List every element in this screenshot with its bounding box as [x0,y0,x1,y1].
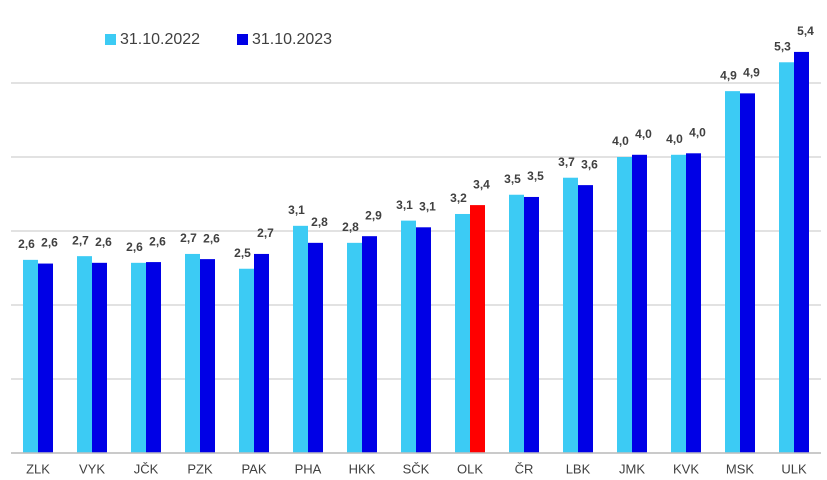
value-label: 3,2 [450,191,467,205]
legend-swatch [105,34,116,45]
x-tick-label: SČK [403,461,430,476]
value-label: 4,0 [635,127,652,141]
bar [578,185,593,453]
x-tick-label: HKK [349,461,376,476]
bar [146,262,161,453]
value-label: 2,6 [95,235,112,249]
bar [254,253,269,453]
x-tick-label: JMK [619,461,645,476]
value-label: 3,7 [558,155,575,169]
bar [23,259,38,453]
value-label: 4,9 [743,66,760,80]
bar [794,51,809,454]
value-label: 4,0 [612,134,629,148]
bar [455,213,470,453]
value-label: 2,7 [180,231,197,245]
value-label: 4,9 [720,68,737,82]
bar [779,62,794,453]
value-label: 3,4 [473,177,490,191]
value-label: 2,6 [149,234,166,248]
bar [38,263,53,453]
x-tick-label: PHA [295,461,322,476]
value-label: 2,5 [234,246,251,260]
x-tick-label: VYK [79,461,105,476]
bar [563,177,578,453]
value-label: 3,1 [419,199,436,213]
value-label: 2,6 [41,236,58,250]
x-tick-label: ULK [781,461,807,476]
value-label: 4,0 [689,125,706,139]
bar [632,154,647,453]
x-tick-label: PAK [241,461,266,476]
bar [185,253,200,453]
x-tick-label: OLK [457,461,483,476]
bar [617,157,632,453]
bar [293,225,308,453]
value-label: 2,7 [72,233,89,247]
bar [509,194,524,454]
value-label: 5,3 [774,39,791,53]
bar [131,262,146,453]
bar [740,93,755,454]
x-tick-label: KVK [673,461,699,476]
bar [470,205,485,453]
bar [524,196,539,453]
bar [92,262,107,453]
value-label: 2,8 [311,215,328,229]
bar [671,154,686,453]
value-label: 2,9 [365,208,382,222]
bar [362,236,377,453]
value-label: 3,5 [527,169,544,183]
x-tick-label: ZLK [26,461,50,476]
bar [200,259,215,453]
x-tick-label: ČR [515,461,534,476]
bar [239,268,254,453]
value-label: 2,6 [18,237,35,251]
bar [308,242,323,453]
value-label: 3,1 [288,203,305,217]
value-label: 5,4 [797,24,814,38]
bar [347,242,362,453]
value-label: 3,6 [581,157,598,171]
x-tick-label: MSK [726,461,755,476]
bar [686,153,701,454]
legend-label: 31.10.2023 [252,31,332,48]
value-label: 3,1 [396,198,413,212]
bar [416,227,431,453]
value-label: 2,6 [126,240,143,254]
value-label: 2,8 [342,220,359,234]
bar [77,256,92,453]
legend-label: 31.10.2022 [120,31,200,48]
bar [401,220,416,453]
bar [725,91,740,453]
value-label: 2,6 [203,231,220,245]
x-tick-label: JČK [134,461,159,476]
x-tick-label: LBK [566,461,591,476]
x-tick-label: PZK [187,461,213,476]
value-label: 3,5 [504,172,521,186]
value-label: 2,7 [257,226,274,240]
legend-swatch [237,34,248,45]
value-label: 4,0 [666,132,683,146]
